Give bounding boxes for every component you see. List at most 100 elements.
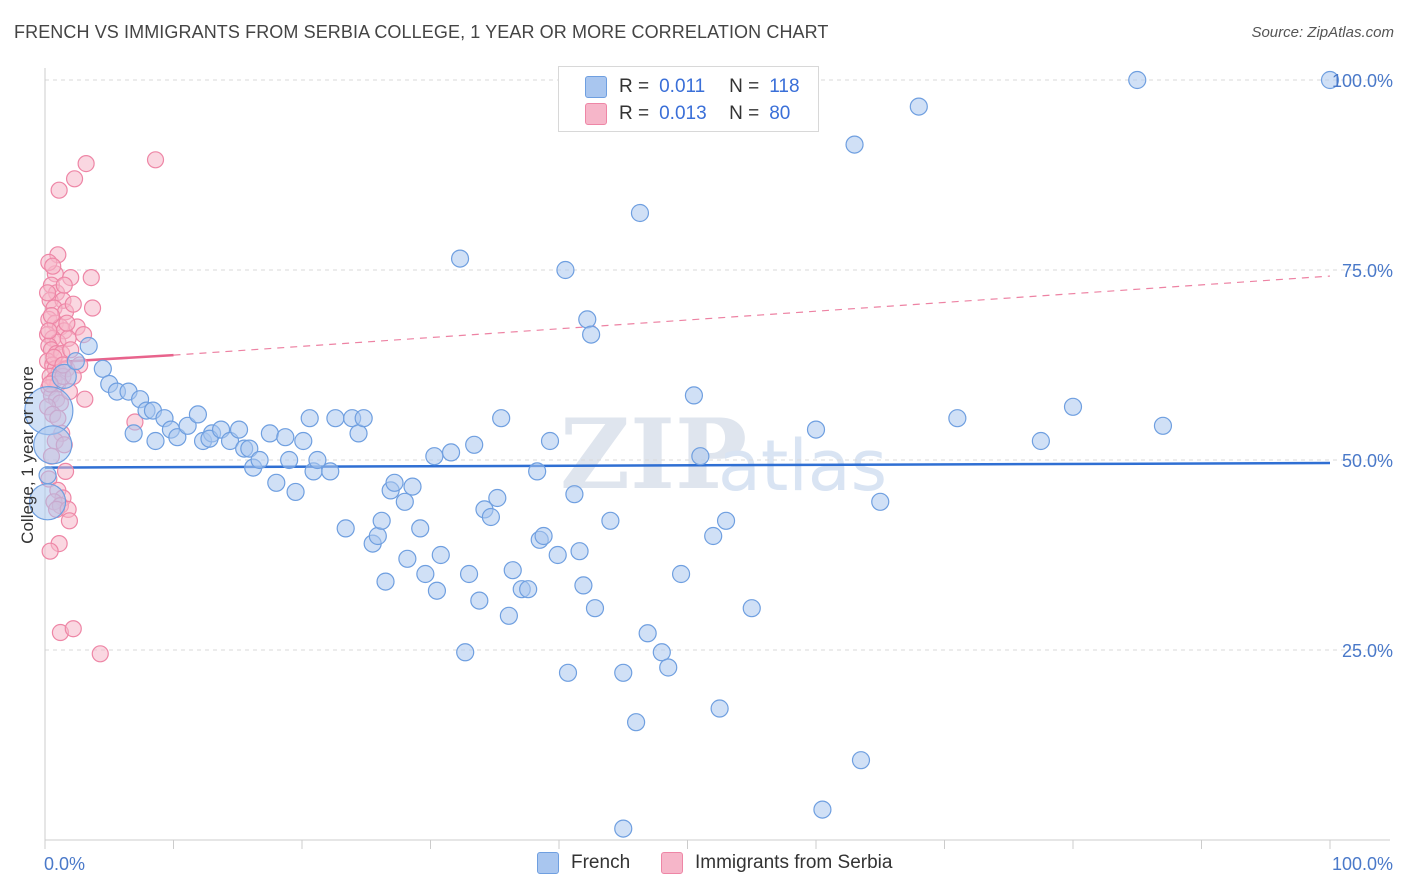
- french-point-63: [465, 435, 484, 454]
- french-point-15: [124, 424, 143, 443]
- french-point-99: [742, 599, 761, 618]
- french-point-43: [349, 424, 368, 443]
- french-point-95: [691, 447, 710, 466]
- french-point-97: [710, 699, 729, 718]
- french-legend-swatch: [537, 852, 559, 874]
- serbia-legend-label: Immigrants from Serbia: [695, 852, 893, 873]
- french-point-60: [450, 249, 470, 268]
- x-tick-label-start: 0.0%: [44, 854, 85, 874]
- french-swatch: [585, 76, 607, 98]
- legend-row-serbia: R = 0.013 N = 80: [585, 101, 790, 127]
- french-point-111: [1153, 416, 1173, 435]
- french-point-48: [376, 572, 395, 591]
- french-point-17: [168, 428, 187, 447]
- bottom-legend-french[interactable]: French: [537, 852, 630, 874]
- french-point-16: [146, 431, 165, 451]
- french-point-69: [499, 606, 518, 625]
- french-point-4: [66, 352, 85, 371]
- french-point-72: [519, 580, 538, 599]
- serbia-point-2: [77, 155, 95, 173]
- french-point-76: [540, 431, 560, 451]
- serbia-point-14: [83, 299, 102, 317]
- french-point-25: [229, 420, 249, 439]
- chart-title: FRENCH VS IMMIGRANTS FROM SERBIA COLLEGE…: [14, 22, 829, 42]
- french-point-86: [601, 511, 620, 530]
- french-point-108: [1031, 431, 1050, 451]
- gridlines: [45, 79, 1390, 651]
- french-point-57: [427, 581, 447, 600]
- french-point-52: [398, 549, 417, 568]
- french-point-87: [614, 663, 633, 682]
- tick-labels: 25.0% 50.0% 75.0% 100.0% 0.0% 100.0%: [44, 71, 1393, 874]
- french-point-51: [395, 492, 414, 511]
- serbia-point-1: [65, 170, 84, 188]
- french-point-6: [93, 359, 112, 378]
- french-point-41: [336, 519, 355, 538]
- french-point-36: [300, 409, 319, 428]
- serbia-point-3: [146, 151, 165, 169]
- french-n-label: N =: [729, 76, 760, 97]
- french-point-47: [372, 511, 391, 530]
- serbia-point-7: [82, 269, 100, 287]
- french-legend-label: French: [571, 852, 631, 873]
- french-point-50: [385, 473, 404, 492]
- serbia-r-label: R =: [619, 103, 650, 124]
- french-point-109: [1063, 397, 1083, 416]
- french-point-91: [652, 643, 671, 662]
- french-point-5: [79, 336, 98, 356]
- french-point-98: [716, 511, 736, 530]
- source-label: Source: ZipAtlas.com: [1251, 24, 1394, 41]
- french-point-83: [578, 310, 597, 329]
- french-point-94: [684, 386, 704, 405]
- french-r-value: 0.011: [659, 76, 706, 97]
- french-r-label: R =: [619, 76, 650, 97]
- french-point-81: [570, 542, 589, 561]
- french-point-84: [582, 325, 601, 344]
- french-point-61: [456, 643, 475, 662]
- serbia-point-72: [38, 284, 57, 302]
- french-point-27: [240, 439, 259, 458]
- french-point-66: [481, 507, 500, 527]
- y-tick-label-75: 75.0%: [1342, 261, 1393, 281]
- bottom-legend: French Immigrants from Serbia: [0, 852, 1406, 878]
- legend-row-french: R = 0.011 N = 118: [585, 74, 800, 100]
- french-point-80: [565, 485, 584, 504]
- serbia-point-73: [64, 295, 82, 313]
- french-point-3: [51, 363, 77, 389]
- serbia-point-68: [91, 645, 109, 663]
- serbia-legend-swatch: [661, 852, 683, 874]
- french-point-58: [431, 545, 450, 565]
- french-point-35: [294, 431, 313, 451]
- serbia-point-74: [42, 307, 61, 325]
- french-point-19: [188, 405, 208, 424]
- french-point-40: [326, 409, 345, 428]
- french-point-70: [503, 561, 522, 580]
- french-point-96: [704, 526, 723, 546]
- french-point-18: [178, 416, 197, 435]
- french-point-88: [626, 713, 646, 732]
- french-point-32: [276, 428, 295, 447]
- french-point-105: [871, 492, 890, 511]
- french-point-54: [411, 519, 430, 538]
- serbia-point-70: [44, 257, 62, 275]
- serbia-n-value: 80: [769, 103, 791, 124]
- french-point-104: [851, 751, 871, 770]
- serbia-point-67: [64, 620, 82, 638]
- french-point-67: [488, 488, 507, 508]
- french-point-31: [267, 473, 286, 492]
- bottom-legend-serbia[interactable]: Immigrants from Serbia: [661, 852, 892, 874]
- french-point-79: [558, 663, 578, 682]
- french-point-103: [845, 135, 864, 154]
- french-point-107: [948, 409, 967, 428]
- french-point-73: [528, 462, 547, 481]
- french-point-30: [260, 424, 279, 443]
- watermark: ZIP atlas: [560, 398, 887, 511]
- serbia-point-55: [56, 462, 75, 480]
- french-point-59: [441, 443, 461, 462]
- y-tick-label-25: 25.0%: [1342, 641, 1393, 661]
- french-point-101: [806, 420, 826, 439]
- series-french-points: [24, 70, 1340, 838]
- serbia-swatch: [585, 103, 607, 125]
- french-point-75: [534, 526, 553, 546]
